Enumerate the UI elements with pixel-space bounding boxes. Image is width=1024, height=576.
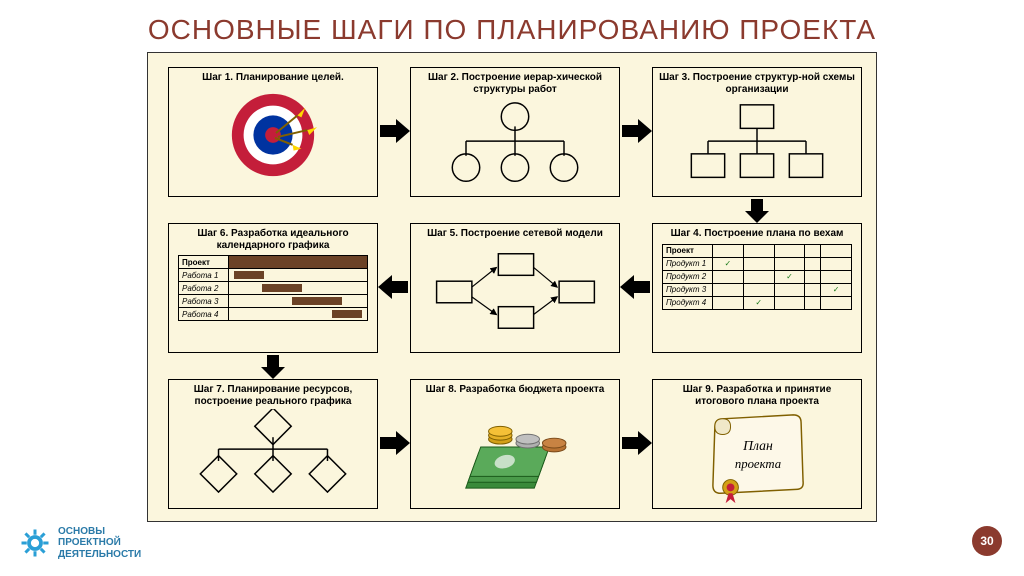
- step-5-title: Шаг 5. Построение сетевой модели: [411, 224, 619, 242]
- step-8-title: Шаг 8. Разработка бюджета проекта: [411, 380, 619, 398]
- resource-tree-icon: [169, 409, 377, 507]
- step-3-cell: Шаг 3. Построение структур-ной схемы орг…: [652, 67, 862, 197]
- step-3-title: Шаг 3. Построение структур-ной схемы орг…: [653, 68, 861, 97]
- step-9-cell: Шаг 9. Разработка и принятие итогового п…: [652, 379, 862, 509]
- scroll-icon: План проекта: [653, 409, 861, 507]
- milestone-table: Проект Продукт 1✓ Продукт 2✓ Продукт 3✓ …: [653, 244, 861, 342]
- svg-text:План: План: [742, 438, 773, 453]
- footer-text: ОСНОВЫ ПРОЕКТНОЙ ДЕЯТЕЛЬНОСТИ: [58, 526, 141, 561]
- step-4-cell: Шаг 4. Построение плана по вехам Проект …: [652, 223, 862, 353]
- step-8-cell: Шаг 8. Разработка бюджета проекта: [410, 379, 620, 509]
- step-2-title: Шаг 2. Построение иерар-хической структу…: [411, 68, 619, 97]
- step-5-cell: Шаг 5. Построение сетевой модели: [410, 223, 620, 353]
- network-model-icon: [411, 242, 619, 340]
- step-6-title: Шаг 6. Разработка идеального календарног…: [169, 224, 377, 253]
- svg-text:проекта: проекта: [735, 457, 781, 471]
- step-2-cell: Шаг 2. Построение иерар-хической структу…: [410, 67, 620, 197]
- org-chart-icon: [653, 97, 861, 195]
- diagram-container: Шаг 1. Планирование целей.: [147, 52, 877, 522]
- step-1-cell: Шаг 1. Планирование целей.: [168, 67, 378, 197]
- page-number-badge: 30: [972, 526, 1002, 556]
- step-7-title: Шаг 7. Планирование ресурсов, построение…: [169, 380, 377, 409]
- step-4-title: Шаг 4. Построение плана по вехам: [653, 224, 861, 242]
- step-6-cell: Шаг 6. Разработка идеального календарног…: [168, 223, 378, 353]
- step-9-title: Шаг 9. Разработка и принятие итогового п…: [653, 380, 861, 409]
- target-icon: [169, 86, 377, 184]
- gear-icon: [20, 528, 50, 558]
- money-icon: [411, 398, 619, 496]
- tree-circles-icon: [411, 97, 619, 195]
- gantt-chart: Проект Работа 1 Работа 2 Работа 3 Работа…: [169, 255, 377, 353]
- footer-logo: ОСНОВЫ ПРОЕКТНОЙ ДЕЯТЕЛЬНОСТИ: [20, 526, 141, 561]
- step-1-title: Шаг 1. Планирование целей.: [169, 68, 377, 86]
- page-title: ОСНОВНЫЕ ШАГИ ПО ПЛАНИРОВАНИЮ ПРОЕКТА: [0, 0, 1024, 52]
- step-7-cell: Шаг 7. Планирование ресурсов, построение…: [168, 379, 378, 509]
